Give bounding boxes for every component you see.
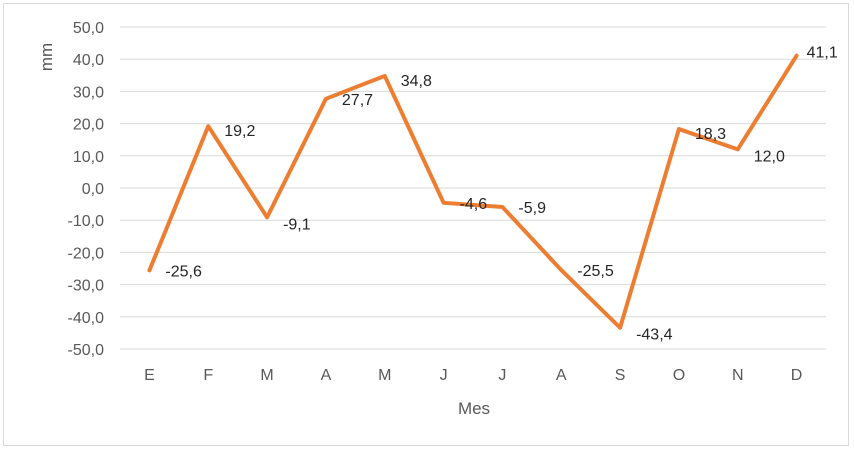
data-label: 18,3 — [695, 126, 726, 143]
y-tick-label: -10,0 — [68, 213, 105, 230]
data-label: -4,6 — [460, 196, 488, 213]
x-tick-label: E — [144, 367, 155, 384]
x-tick-label: M — [378, 367, 391, 384]
y-tick-label: -40,0 — [68, 310, 105, 327]
chart-frame — [3, 3, 849, 446]
x-tick-label: M — [260, 367, 273, 384]
gridlines — [120, 26, 826, 350]
data-label: -25,6 — [165, 263, 202, 280]
data-labels: -25,6 19,2 -9,1 27,7 34,8 -4,6 -5,9 -25,5 -43,4 1… — [165, 45, 837, 344]
data-label: -9,1 — [283, 216, 311, 233]
series-line — [147, 53, 799, 330]
y-axis-ticks: 50,0 40,0 30,0 20,0 10,0 0,0 -10,0 -20,0 -30,0 -4… — [68, 20, 105, 359]
data-label: -43,4 — [636, 327, 673, 344]
y-tick-label: -20,0 — [68, 245, 105, 262]
y-axis-title: mm — [37, 43, 56, 71]
data-label: 34,8 — [401, 73, 432, 90]
data-label: 19,2 — [224, 123, 255, 140]
y-tick-label: 30,0 — [73, 84, 104, 101]
y-tick-label: 10,0 — [73, 149, 104, 166]
y-tick-label: 0,0 — [82, 181, 104, 198]
x-tick-label: A — [556, 367, 567, 384]
y-tick-label: -50,0 — [68, 342, 105, 359]
x-tick-label: S — [615, 367, 626, 384]
x-tick-label: N — [732, 367, 744, 384]
y-tick-label: 50,0 — [73, 20, 104, 37]
y-tick-label: 20,0 — [73, 117, 104, 134]
data-label: -5,9 — [518, 200, 546, 217]
x-tick-label: D — [791, 367, 803, 384]
data-label: 27,7 — [342, 92, 373, 109]
x-tick-label: J — [498, 367, 506, 384]
x-axis-title: Mes — [458, 399, 490, 418]
data-label: -25,5 — [577, 263, 614, 280]
x-tick-label: F — [203, 367, 213, 384]
y-tick-label: 40,0 — [73, 52, 104, 69]
x-tick-label: J — [440, 367, 448, 384]
x-tick-label: O — [673, 367, 685, 384]
y-tick-label: -30,0 — [68, 278, 105, 295]
data-label: 12,0 — [754, 148, 785, 165]
data-label: 41,1 — [807, 45, 838, 62]
x-tick-label: A — [321, 367, 332, 384]
series-line-path — [147, 53, 799, 330]
